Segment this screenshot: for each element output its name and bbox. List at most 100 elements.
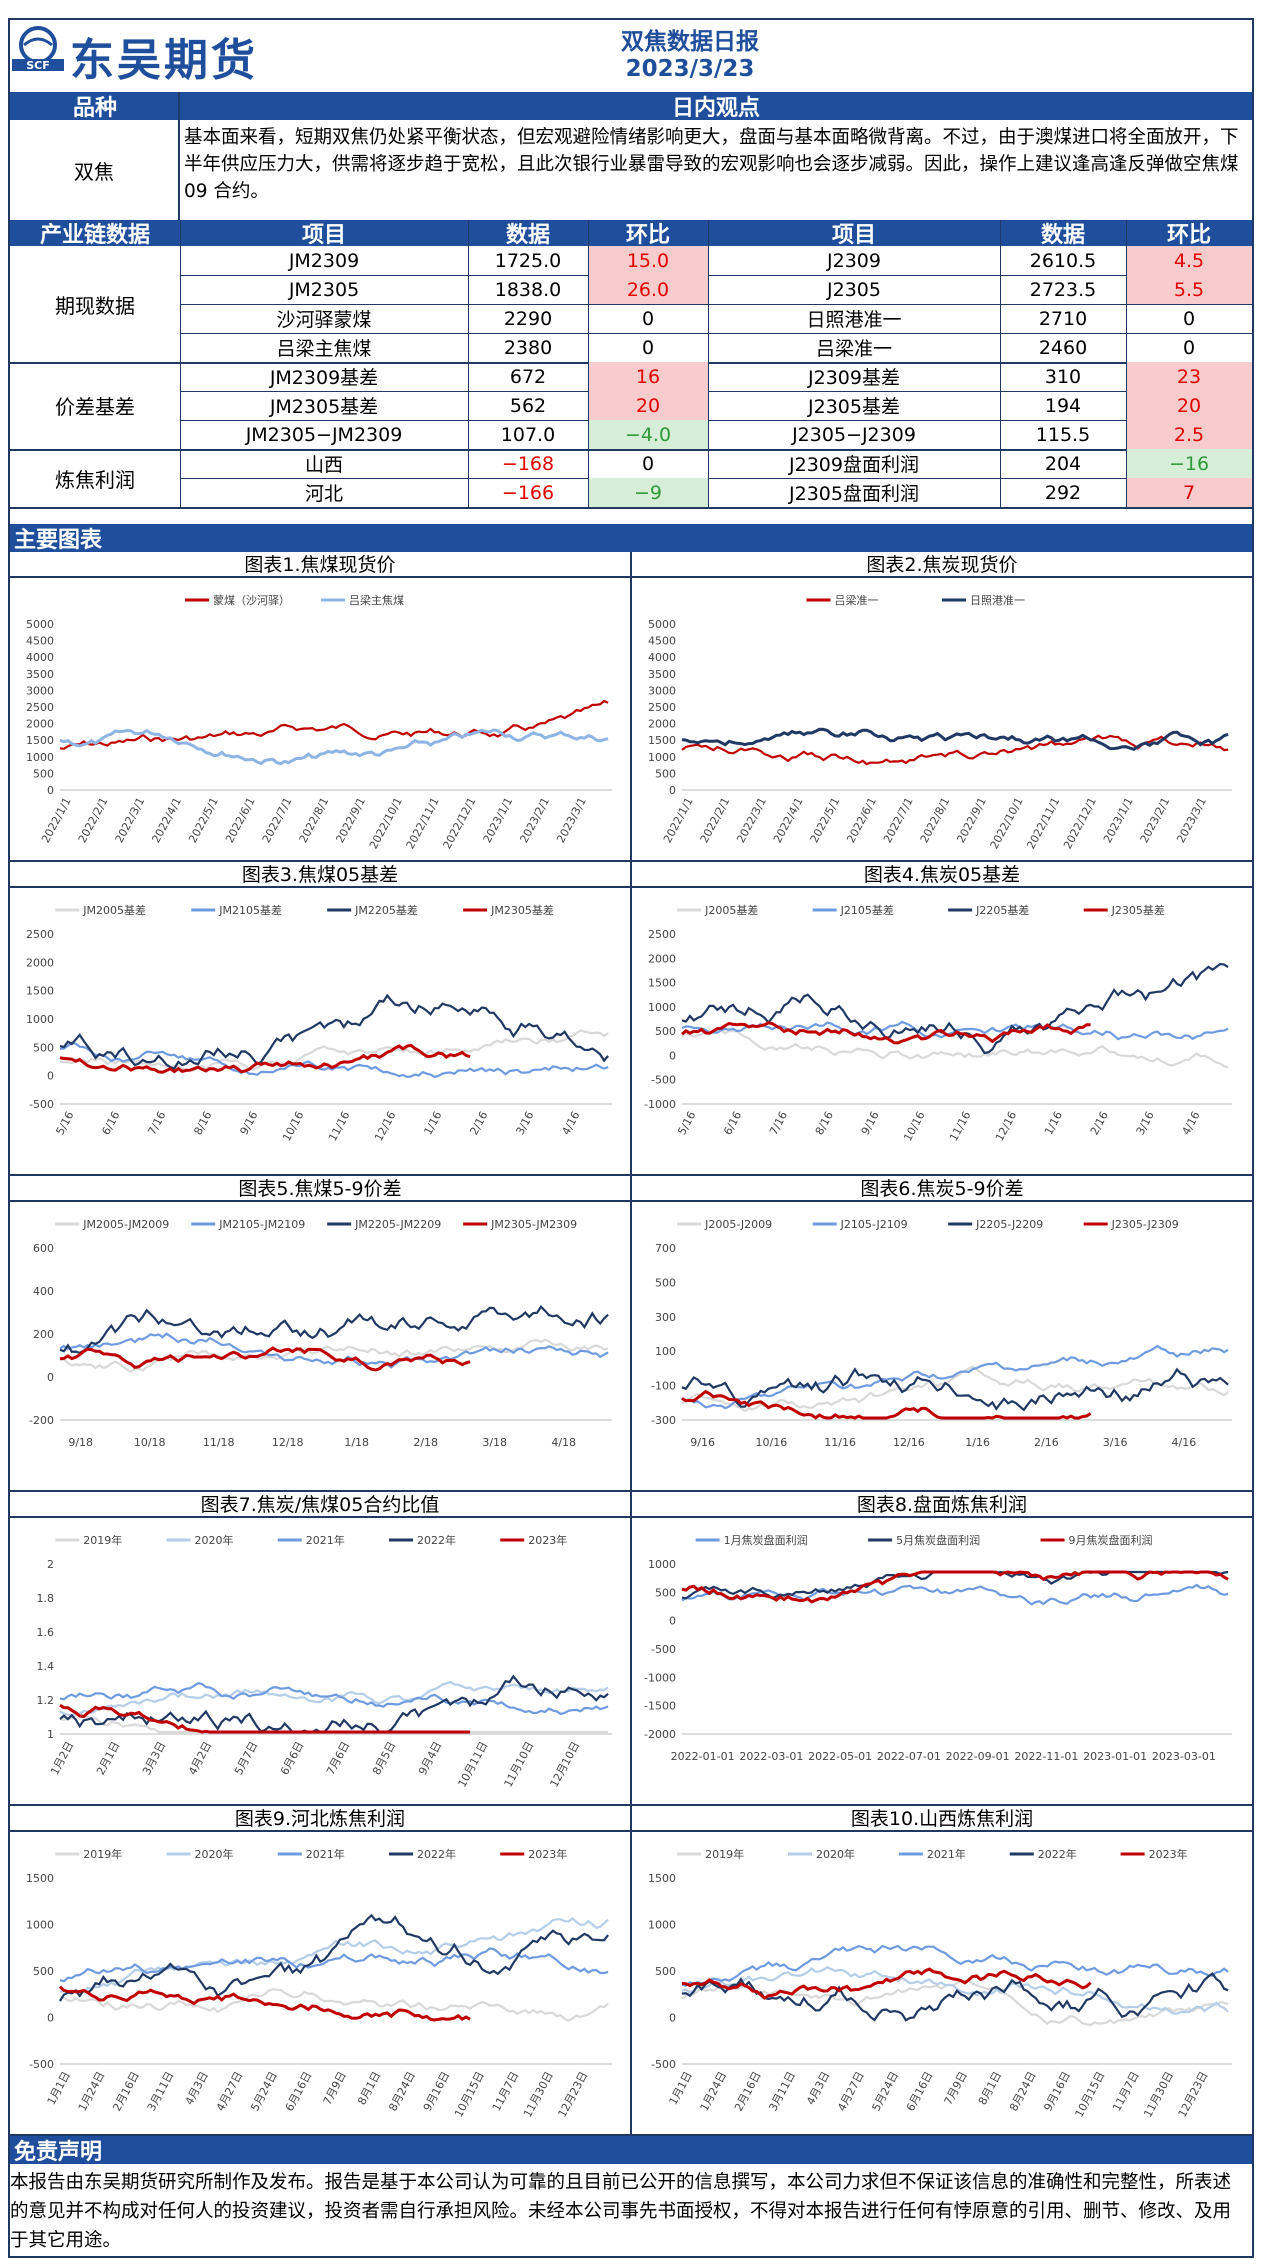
x-tick-label: 2022/8/1 bbox=[297, 795, 332, 845]
y-tick-label: 1 bbox=[47, 1728, 54, 1741]
item-value: 107.0 bbox=[500, 423, 556, 446]
item-change: 0 bbox=[641, 452, 655, 475]
x-tick-label: 1月24日 bbox=[76, 2069, 108, 2113]
charts-section-band: 主要图表 bbox=[10, 524, 1252, 553]
legend-label: 吕梁主焦煤 bbox=[349, 593, 404, 607]
report-frame bbox=[8, 18, 1254, 2258]
chart-title: 图表1.焦煤现货价 bbox=[10, 552, 630, 578]
item-value: 2460 bbox=[1038, 336, 1088, 359]
y-tick-label: 1000 bbox=[648, 1558, 676, 1571]
chart-title: 图表3.焦煤05基差 bbox=[10, 862, 630, 888]
y-tick-label: 1000 bbox=[648, 751, 676, 764]
legend-label: 2022年 bbox=[417, 1847, 456, 1861]
industry-header-h_item: 项目 bbox=[831, 223, 876, 248]
disclaimer-text: 本报告由东吴期货研究所制作及发布。报告是基于本公司认为可靠的且目前已公开的信息撰… bbox=[10, 2172, 1232, 2251]
chart-plot: J2005-J2009 J2105-J2109 J2205-J2209 J2305-J… bbox=[651, 1218, 1232, 1449]
item-change: 15.0 bbox=[588, 246, 708, 275]
y-tick-label: 1.4 bbox=[37, 1660, 55, 1673]
chart-plot: 吕梁准一 日照港准一5000450040003500300025002000150… bbox=[648, 593, 1232, 851]
legend-label: 2020年 bbox=[195, 1847, 234, 1861]
series-line bbox=[59, 1917, 609, 1994]
x-tick-label: 2022-05-01 bbox=[808, 1750, 872, 1763]
legend-label: 2019年 bbox=[83, 1847, 122, 1861]
series-line bbox=[59, 1304, 609, 1355]
series-line bbox=[59, 728, 609, 766]
y-tick-label: 500 bbox=[33, 1041, 54, 1054]
item-value: 115.5 bbox=[1035, 423, 1091, 446]
y-tick-label: 2500 bbox=[648, 701, 676, 714]
y-tick-label: -500 bbox=[651, 1643, 676, 1656]
y-tick-label: 600 bbox=[33, 1242, 54, 1255]
x-tick-label: 12/16 bbox=[993, 1109, 1019, 1143]
x-tick-label: 4/16 bbox=[559, 1109, 582, 1137]
legend-label: 2023年 bbox=[528, 1847, 567, 1861]
y-tick-label: 500 bbox=[655, 1276, 676, 1289]
y-tick-label: 1000 bbox=[26, 1013, 54, 1026]
item-change: 0 bbox=[1182, 336, 1196, 359]
legend-label: 日照港准一 bbox=[970, 594, 1025, 607]
x-tick-label: 7/16 bbox=[145, 1109, 168, 1137]
x-tick-label: 2022/9/1 bbox=[954, 795, 989, 845]
group-name: 炼焦利润 bbox=[55, 467, 135, 492]
x-tick-label: 5/16 bbox=[53, 1109, 76, 1137]
series-line bbox=[59, 1680, 609, 1716]
y-tick-label: -100 bbox=[651, 1380, 676, 1393]
series-line bbox=[59, 1029, 609, 1072]
item-value: 310 bbox=[1044, 365, 1082, 388]
x-tick-label: 2022/5/1 bbox=[808, 795, 843, 845]
legend-label: J2305-J2309 bbox=[1111, 1218, 1179, 1231]
series-line bbox=[681, 1944, 1229, 1987]
x-tick-label: 7月6日 bbox=[324, 1739, 352, 1777]
y-tick-label: 1.8 bbox=[37, 1592, 55, 1605]
legend-label: 5月焦炭盘面利润 bbox=[896, 1533, 980, 1547]
series-line bbox=[681, 1971, 1229, 2022]
series-line bbox=[681, 1028, 1229, 1069]
chart-title: 图表9.河北炼焦利润 bbox=[10, 1806, 630, 1832]
y-tick-label: 500 bbox=[33, 1965, 54, 1978]
x-tick-label: 2022/6/1 bbox=[223, 795, 258, 845]
item-name: JM2309 bbox=[288, 249, 360, 272]
legend-label: JM2305-JM2309 bbox=[490, 1218, 577, 1231]
y-tick-label: -500 bbox=[29, 1098, 54, 1111]
legend-label: 蒙煤（沙河驿） bbox=[213, 594, 290, 607]
y-tick-label: 0 bbox=[47, 784, 54, 797]
y-tick-label: 1500 bbox=[26, 985, 54, 998]
series-line bbox=[59, 1674, 609, 1734]
y-tick-label: 3000 bbox=[26, 684, 54, 697]
x-tick-label: 2022-07-01 bbox=[877, 1750, 941, 1763]
x-tick-label: 11/16 bbox=[947, 1109, 973, 1143]
y-tick-label: -200 bbox=[29, 1414, 54, 1427]
legend-label: 2021年 bbox=[306, 1533, 345, 1547]
x-tick-label: 2022-09-01 bbox=[946, 1750, 1010, 1763]
item-value: 2723.5 bbox=[1029, 278, 1097, 301]
y-tick-label: -2000 bbox=[644, 1728, 676, 1741]
series-line bbox=[681, 1966, 1229, 2015]
industry-header-title: 产业链数据 bbox=[39, 223, 150, 248]
series-line bbox=[59, 1043, 471, 1074]
legend-label: JM2205-JM2209 bbox=[354, 1218, 441, 1231]
y-tick-label: 500 bbox=[655, 1025, 676, 1038]
item-change: 0 bbox=[641, 307, 655, 330]
x-tick-label: 9月4日 bbox=[416, 1739, 444, 1777]
industry-header-h_change: 环比 bbox=[1166, 223, 1211, 248]
x-tick-label: 8月24日 bbox=[386, 2069, 418, 2113]
x-tick-label: 5月24日 bbox=[870, 2069, 902, 2113]
series-line bbox=[59, 1346, 471, 1372]
x-tick-label: 2022/5/1 bbox=[186, 795, 221, 845]
x-tick-label: 2022/11/1 bbox=[1024, 795, 1062, 851]
y-tick-label: 500 bbox=[655, 767, 676, 780]
y-tick-label: 2000 bbox=[648, 718, 676, 731]
x-tick-label: 11月10日 bbox=[501, 1739, 536, 1789]
item-change: 0 bbox=[641, 336, 655, 359]
y-tick-label: 1500 bbox=[648, 977, 676, 990]
series-line bbox=[681, 1367, 1229, 1412]
x-tick-label: 11/16 bbox=[326, 1109, 352, 1143]
x-tick-label: 2/18 bbox=[413, 1436, 438, 1449]
y-tick-label: 0 bbox=[669, 1615, 676, 1628]
x-tick-label: 12/16 bbox=[893, 1436, 925, 1449]
y-tick-label: 5000 bbox=[648, 618, 676, 631]
chart-5: 图表5.焦煤5-9价差 JM2005-JM2009 JM2105-JM2109 JM2… bbox=[10, 1176, 632, 1492]
x-tick-label: 9/16 bbox=[859, 1109, 882, 1137]
item-change: −16 bbox=[1126, 449, 1252, 478]
x-tick-label: 1/18 bbox=[344, 1436, 369, 1449]
